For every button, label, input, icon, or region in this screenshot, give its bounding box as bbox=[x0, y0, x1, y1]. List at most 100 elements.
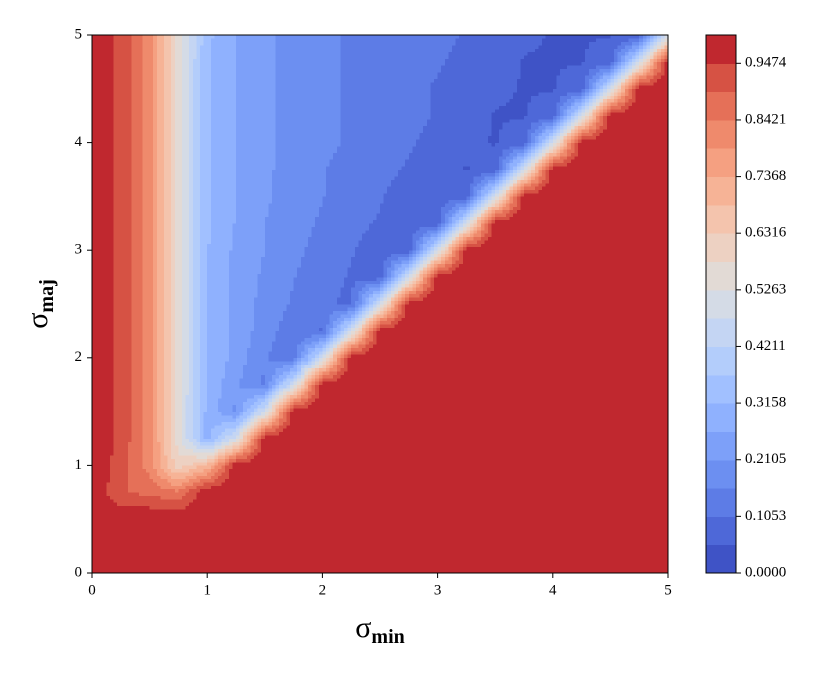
contour-cell bbox=[207, 310, 230, 315]
contour-cell bbox=[293, 307, 323, 312]
contour-cell bbox=[164, 202, 172, 207]
contour-cell bbox=[405, 286, 410, 291]
contour-cell bbox=[552, 549, 583, 554]
contour-cell bbox=[581, 293, 611, 298]
contour-cell bbox=[131, 381, 143, 385]
contour-cell bbox=[495, 367, 525, 372]
contour-cell bbox=[200, 229, 208, 234]
contour-cell bbox=[178, 179, 183, 184]
contour-cell bbox=[581, 344, 611, 349]
contour-cell bbox=[380, 216, 410, 221]
contour-cell bbox=[228, 320, 237, 325]
contour-cell bbox=[293, 360, 298, 365]
contour-cell bbox=[318, 360, 323, 365]
contour-cell bbox=[639, 492, 669, 496]
contour-cell bbox=[200, 155, 208, 160]
contour-cell bbox=[257, 438, 262, 443]
contour-cell bbox=[264, 391, 269, 396]
contour-cell bbox=[236, 293, 259, 298]
contour-cell bbox=[178, 364, 183, 369]
contour-cell bbox=[466, 313, 496, 318]
contour-cell bbox=[149, 196, 154, 201]
contour-cell bbox=[300, 374, 305, 379]
contour-cell bbox=[236, 364, 244, 369]
contour-cell bbox=[178, 545, 208, 550]
contour-cell bbox=[304, 347, 309, 352]
contour-cell bbox=[228, 458, 237, 463]
contour-cell bbox=[455, 266, 467, 271]
contour-cell bbox=[326, 354, 331, 359]
contour-cell bbox=[380, 465, 410, 470]
contour-cell bbox=[250, 458, 266, 463]
contour-cell bbox=[315, 381, 320, 385]
contour-cell bbox=[290, 293, 295, 298]
contour-cell bbox=[261, 438, 266, 443]
contour-cell bbox=[322, 559, 352, 564]
contour-cell bbox=[120, 478, 129, 483]
contour-cell bbox=[322, 344, 327, 349]
contour-cell bbox=[524, 394, 554, 399]
contour-cell bbox=[257, 286, 266, 291]
contour-cell bbox=[639, 273, 669, 278]
contour-cell bbox=[466, 179, 475, 184]
contour-cell bbox=[228, 441, 233, 446]
contour-cell bbox=[380, 475, 410, 480]
contour-cell bbox=[351, 327, 356, 332]
contour-cell bbox=[437, 569, 467, 574]
contour-cell bbox=[92, 481, 107, 486]
contour-cell bbox=[311, 226, 323, 231]
contour-cell bbox=[426, 266, 431, 271]
contour-cell bbox=[639, 333, 669, 338]
contour-cell bbox=[156, 310, 165, 315]
contour-cell bbox=[286, 418, 291, 422]
contour-cell bbox=[261, 374, 266, 379]
contour-cell bbox=[171, 448, 179, 453]
contour-cell bbox=[297, 364, 302, 369]
contour-cell bbox=[639, 481, 669, 486]
contour-cell bbox=[610, 488, 640, 493]
contour-cell bbox=[189, 293, 194, 298]
contour-cell bbox=[178, 313, 183, 318]
contour-cell bbox=[610, 323, 640, 328]
contour-cell bbox=[293, 549, 323, 554]
contour-cell bbox=[581, 283, 611, 288]
contour-cell bbox=[322, 455, 352, 459]
contour-cell bbox=[178, 249, 183, 254]
contour-cell bbox=[462, 216, 467, 221]
contour-cell bbox=[498, 196, 503, 201]
contour-cell bbox=[495, 212, 507, 217]
contour-cell bbox=[257, 404, 266, 409]
contour-cell bbox=[167, 455, 172, 459]
contour-cell bbox=[232, 451, 237, 456]
contour-cell bbox=[156, 165, 165, 170]
contour-cell bbox=[293, 175, 323, 180]
contour-cell bbox=[228, 330, 237, 335]
contour-cell bbox=[192, 461, 208, 466]
contour-cell bbox=[495, 317, 525, 322]
contour-cell bbox=[153, 381, 158, 385]
contour-cell bbox=[200, 202, 208, 207]
contour-cell bbox=[203, 468, 208, 473]
contour-cell bbox=[581, 397, 611, 402]
contour-cell bbox=[484, 196, 489, 201]
contour-cell bbox=[308, 347, 316, 352]
contour-cell bbox=[524, 549, 554, 554]
contour-cell bbox=[264, 498, 295, 503]
contour-cell bbox=[524, 249, 554, 254]
contour-cell bbox=[174, 149, 179, 153]
contour-cell bbox=[520, 206, 525, 211]
contour-cell bbox=[304, 370, 309, 375]
contour-cell bbox=[207, 555, 237, 560]
contour-cell bbox=[178, 539, 208, 544]
contour-cell bbox=[513, 186, 518, 190]
contour-cell bbox=[113, 246, 122, 251]
contour-cell bbox=[322, 182, 327, 187]
contour-cell bbox=[210, 216, 237, 221]
contour-cell bbox=[344, 364, 349, 369]
contour-cell bbox=[322, 528, 352, 533]
contour-cell bbox=[470, 212, 475, 217]
contour-cell bbox=[246, 414, 251, 419]
contour-cell bbox=[419, 259, 424, 264]
contour-cell bbox=[610, 471, 640, 476]
contour-cell bbox=[236, 518, 266, 523]
